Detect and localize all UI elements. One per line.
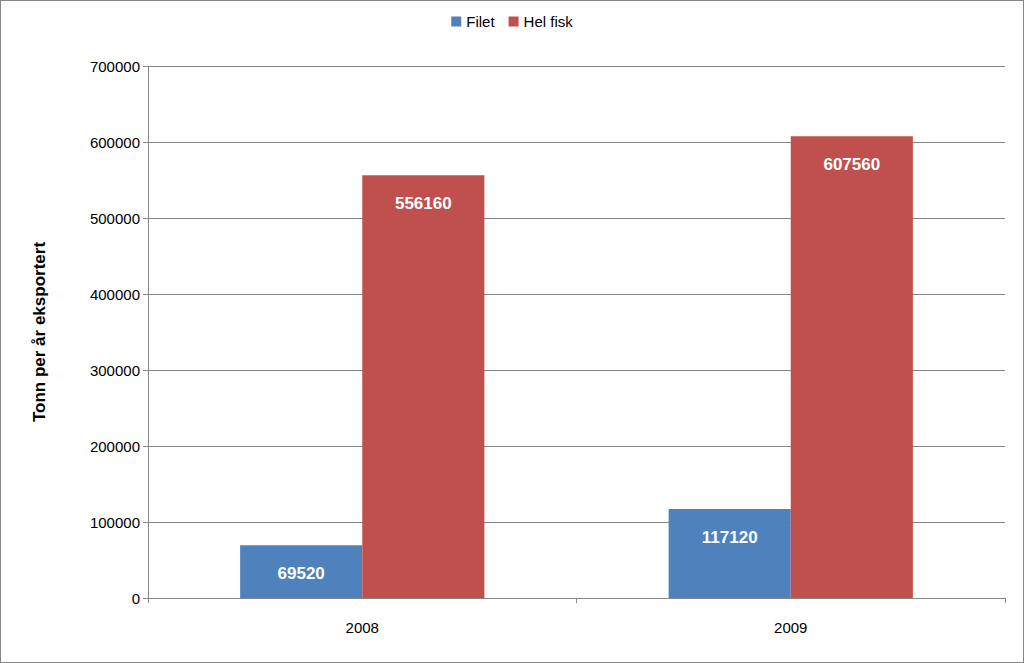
svg-text:556160: 556160: [395, 194, 452, 213]
svg-text:2009: 2009: [774, 619, 807, 636]
svg-text:300000: 300000: [90, 362, 140, 379]
svg-text:2008: 2008: [346, 619, 379, 636]
svg-text:0: 0: [132, 590, 140, 607]
svg-text:607560: 607560: [823, 155, 880, 174]
svg-text:100000: 100000: [90, 514, 140, 531]
svg-text:700000: 700000: [90, 58, 140, 75]
svg-text:117120: 117120: [702, 528, 758, 547]
svg-text:400000: 400000: [90, 286, 140, 303]
svg-text:200000: 200000: [90, 438, 140, 455]
svg-text:Tonn per år eksportert: Tonn per år eksportert: [30, 242, 49, 422]
svg-text:600000: 600000: [90, 134, 140, 151]
svg-text:Filet: Filet: [466, 13, 495, 30]
svg-text:500000: 500000: [90, 210, 140, 227]
svg-text:Hel fisk: Hel fisk: [524, 13, 574, 30]
svg-text:69520: 69520: [278, 564, 325, 583]
